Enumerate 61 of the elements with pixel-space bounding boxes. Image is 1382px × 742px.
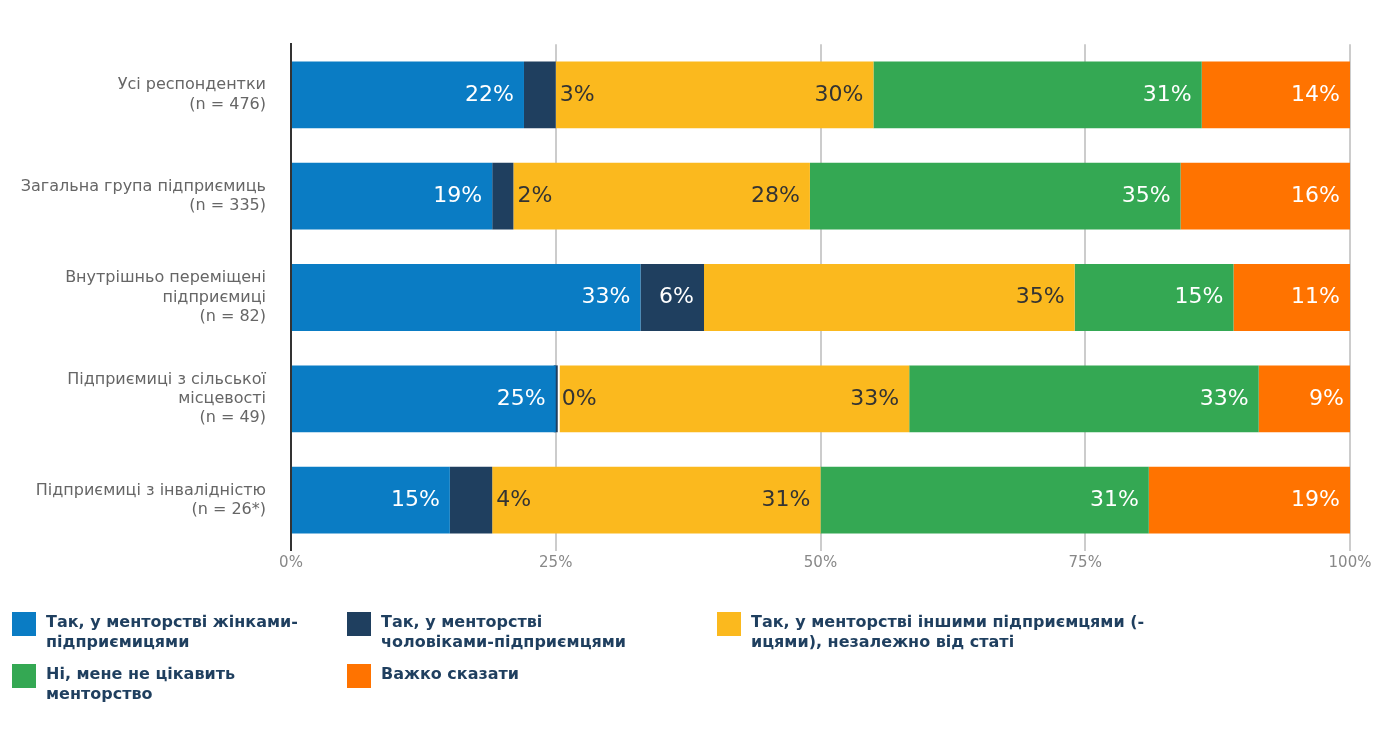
bar xyxy=(555,61,874,129)
bar xyxy=(820,466,1149,534)
data-label: 11% xyxy=(1291,283,1340,309)
data-label: 0% xyxy=(561,384,597,410)
data-label: 19% xyxy=(433,181,483,207)
data-label: 33% xyxy=(850,384,900,410)
legend-label: Так, у менторстві іншими підприємцями (-ицями), незалежно від статі xyxy=(751,612,1146,652)
bar xyxy=(1180,162,1350,230)
bar xyxy=(704,264,1075,331)
y-tick-label: Підприємиці з інвалідністю (n = 26*) xyxy=(35,479,266,518)
bar xyxy=(449,466,493,534)
bar xyxy=(1074,264,1234,331)
bar xyxy=(492,162,514,230)
bar xyxy=(1233,264,1350,331)
bar xyxy=(292,466,450,534)
data-label: 9% xyxy=(1309,384,1344,410)
data-label: 31% xyxy=(761,485,811,511)
data-label: 31% xyxy=(1089,485,1139,511)
bar xyxy=(292,264,641,331)
data-label: 14% xyxy=(1291,80,1340,106)
y-tick-label: Усі респондентки (n = 476) xyxy=(117,74,266,113)
bar xyxy=(513,162,810,230)
data-label: 28% xyxy=(751,181,800,207)
y-tick-label: Внутрішньо переміщені підприємиці (n = 82) xyxy=(65,267,266,325)
legend-label: Так, у менторстві чоловіками-підприємцями xyxy=(381,612,628,652)
x-tick-label: 25% xyxy=(539,552,573,571)
data-label: 22% xyxy=(465,80,514,106)
data-label: 33% xyxy=(1199,384,1249,410)
x-tick-label: 50% xyxy=(803,552,838,571)
bar xyxy=(523,61,556,129)
bar xyxy=(292,365,556,433)
bar xyxy=(292,61,524,129)
data-label: 6% xyxy=(659,283,695,309)
data-label: 35% xyxy=(1121,181,1171,207)
y-tick-label: Підприємиці з сільської місцевості (n = 49) xyxy=(67,368,267,427)
data-label: 16% xyxy=(1291,181,1340,207)
bar xyxy=(640,264,705,331)
bar xyxy=(1148,466,1350,534)
bar xyxy=(809,162,1181,230)
data-label: 4% xyxy=(496,485,532,511)
data-label: 33% xyxy=(581,283,631,309)
legend-label: Так, у менторстві жінками-підприємицями xyxy=(46,612,299,652)
data-label: 30% xyxy=(814,80,864,106)
data-label: 35% xyxy=(1015,283,1065,309)
x-tick-label: 75% xyxy=(1068,552,1102,571)
bar xyxy=(492,466,821,534)
data-label: 25% xyxy=(496,384,546,410)
data-label: 3% xyxy=(559,80,595,106)
x-tick-label: 0% xyxy=(279,552,303,571)
legend-label: Ні, мене не цікавить менторство xyxy=(46,664,237,704)
bar xyxy=(1201,61,1350,129)
data-label: 2% xyxy=(517,181,553,207)
y-tick-label: Загальна група підприємиць (n = 335) xyxy=(20,175,266,214)
x-tick-label: 100% xyxy=(1328,552,1372,571)
bar xyxy=(292,162,493,230)
legend-label: Важко сказати xyxy=(381,664,521,684)
data-label: 31% xyxy=(1142,80,1192,106)
data-label: 19% xyxy=(1291,485,1340,511)
bar xyxy=(873,61,1202,129)
data-label: 15% xyxy=(390,485,440,511)
data-label: 15% xyxy=(1174,283,1224,309)
